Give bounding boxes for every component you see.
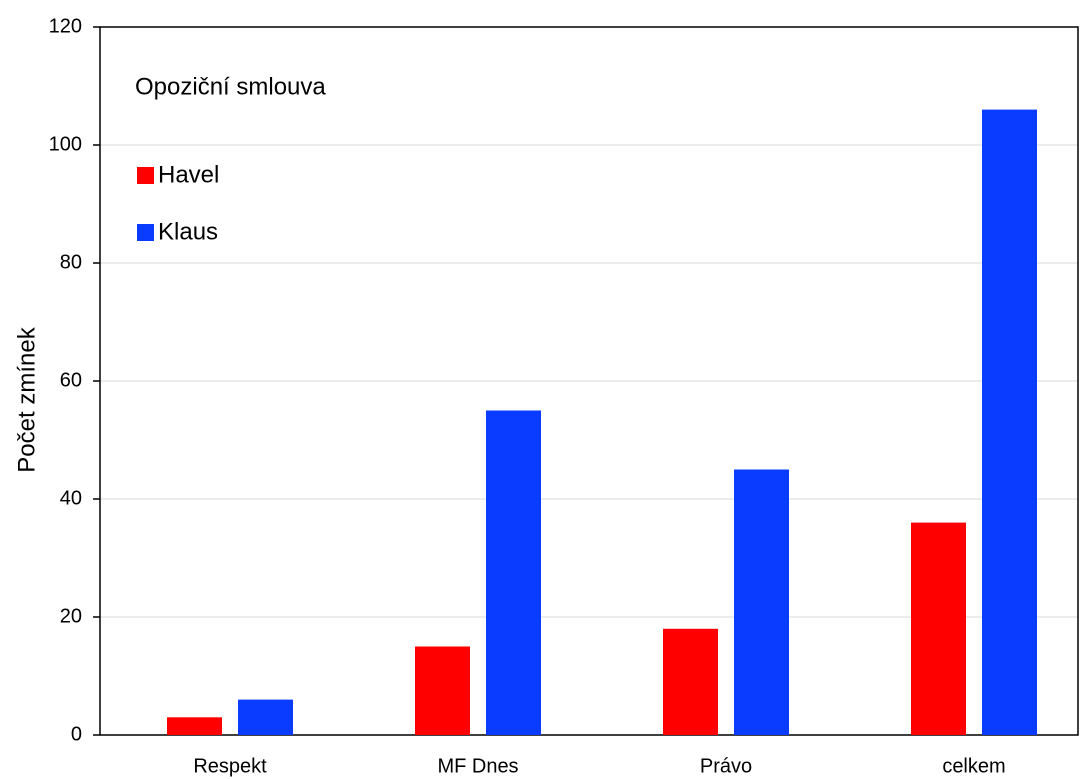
legend-swatch (137, 167, 154, 184)
x-tick-label: Respekt (193, 755, 267, 777)
bar (663, 628, 718, 735)
legend-label: Klaus (158, 218, 218, 245)
bar (238, 699, 293, 735)
bar (911, 522, 966, 735)
x-tick-label: Právo (700, 755, 752, 777)
plot-frame (99, 26, 1079, 736)
y-tick-label: 80 (60, 251, 82, 273)
y-tick-label: 40 (60, 487, 82, 509)
y-axis-label: Počet zmínek (13, 326, 40, 472)
y-tick-label: 100 (49, 133, 82, 155)
y-tick-label: 0 (71, 723, 82, 745)
y-tick-label: 20 (60, 605, 82, 627)
x-tick-label: celkem (942, 755, 1005, 777)
x-tick-label: MF Dnes (437, 755, 518, 777)
bar (167, 717, 222, 735)
legend-swatch (137, 224, 154, 241)
y-tick-label: 120 (49, 15, 82, 37)
y-tick-label: 60 (60, 369, 82, 391)
bar (734, 469, 789, 735)
bar (486, 410, 541, 735)
bar (982, 109, 1037, 736)
legend-label: Havel (158, 161, 219, 188)
bar (415, 646, 470, 735)
annotation: Opoziční smlouva (135, 73, 326, 100)
